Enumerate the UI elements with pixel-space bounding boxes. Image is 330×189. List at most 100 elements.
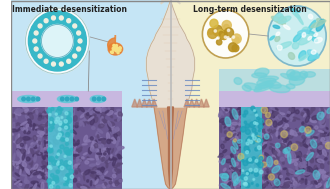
Circle shape: [247, 149, 250, 153]
Ellipse shape: [283, 149, 288, 154]
Ellipse shape: [278, 122, 282, 125]
Ellipse shape: [51, 132, 55, 136]
Circle shape: [221, 33, 227, 40]
Ellipse shape: [295, 171, 297, 173]
Ellipse shape: [94, 169, 97, 174]
Circle shape: [244, 111, 248, 114]
Ellipse shape: [48, 179, 53, 182]
Ellipse shape: [56, 140, 60, 145]
Ellipse shape: [54, 113, 59, 119]
Ellipse shape: [114, 185, 118, 186]
Ellipse shape: [112, 129, 116, 132]
Ellipse shape: [261, 110, 266, 112]
Ellipse shape: [60, 150, 63, 156]
Ellipse shape: [94, 117, 98, 123]
Ellipse shape: [75, 125, 78, 128]
Ellipse shape: [221, 159, 225, 165]
Ellipse shape: [294, 177, 298, 185]
Circle shape: [258, 130, 260, 132]
Circle shape: [53, 177, 59, 183]
Ellipse shape: [34, 124, 41, 129]
Ellipse shape: [300, 126, 305, 132]
Ellipse shape: [75, 170, 78, 173]
Ellipse shape: [266, 113, 271, 115]
Ellipse shape: [242, 150, 248, 154]
Ellipse shape: [283, 139, 289, 141]
Ellipse shape: [221, 159, 224, 162]
Circle shape: [214, 30, 216, 32]
Ellipse shape: [234, 180, 236, 188]
Ellipse shape: [259, 133, 263, 140]
Ellipse shape: [62, 178, 65, 181]
Circle shape: [60, 145, 64, 149]
Ellipse shape: [266, 170, 269, 171]
Text: Long-term desensitization: Long-term desensitization: [193, 5, 307, 14]
Ellipse shape: [88, 169, 90, 174]
Ellipse shape: [97, 174, 99, 176]
Ellipse shape: [59, 119, 62, 122]
Ellipse shape: [258, 119, 262, 123]
Ellipse shape: [108, 127, 110, 129]
Circle shape: [65, 125, 70, 130]
Polygon shape: [146, 0, 195, 107]
Ellipse shape: [300, 71, 308, 78]
Ellipse shape: [54, 170, 58, 172]
Ellipse shape: [276, 182, 280, 188]
Polygon shape: [189, 99, 195, 107]
Circle shape: [64, 126, 68, 129]
Circle shape: [63, 138, 65, 141]
Circle shape: [66, 118, 72, 124]
Ellipse shape: [309, 167, 314, 173]
Ellipse shape: [48, 122, 49, 123]
Circle shape: [112, 47, 115, 50]
Ellipse shape: [263, 183, 267, 186]
Ellipse shape: [24, 131, 26, 133]
Ellipse shape: [319, 180, 321, 183]
Ellipse shape: [284, 185, 289, 187]
Ellipse shape: [230, 166, 234, 170]
Ellipse shape: [313, 126, 317, 132]
Ellipse shape: [27, 170, 28, 172]
Ellipse shape: [305, 179, 307, 184]
Ellipse shape: [34, 164, 38, 169]
Ellipse shape: [292, 152, 294, 157]
Ellipse shape: [244, 167, 246, 170]
Ellipse shape: [118, 112, 122, 116]
Ellipse shape: [19, 183, 22, 185]
Ellipse shape: [76, 153, 80, 157]
Ellipse shape: [256, 133, 261, 135]
Ellipse shape: [50, 182, 53, 187]
Ellipse shape: [51, 160, 56, 166]
FancyBboxPatch shape: [219, 91, 330, 107]
Ellipse shape: [234, 157, 238, 160]
Circle shape: [232, 34, 241, 43]
Ellipse shape: [50, 182, 51, 186]
Ellipse shape: [64, 160, 67, 163]
Ellipse shape: [283, 136, 285, 139]
Ellipse shape: [325, 183, 326, 189]
Circle shape: [65, 150, 70, 155]
Ellipse shape: [277, 14, 283, 18]
Ellipse shape: [73, 143, 79, 145]
Ellipse shape: [61, 128, 66, 133]
Ellipse shape: [231, 146, 236, 153]
Ellipse shape: [310, 181, 316, 185]
Ellipse shape: [298, 153, 302, 157]
Ellipse shape: [58, 161, 63, 165]
Circle shape: [69, 184, 72, 187]
Ellipse shape: [318, 130, 323, 132]
Ellipse shape: [328, 162, 330, 164]
Ellipse shape: [233, 179, 238, 184]
Ellipse shape: [17, 152, 21, 156]
Ellipse shape: [88, 148, 92, 154]
Ellipse shape: [16, 126, 22, 132]
Ellipse shape: [316, 160, 319, 162]
Circle shape: [217, 30, 223, 36]
Ellipse shape: [47, 164, 50, 170]
Ellipse shape: [310, 150, 314, 152]
Circle shape: [114, 47, 116, 49]
Ellipse shape: [268, 135, 272, 139]
Ellipse shape: [117, 163, 120, 166]
Ellipse shape: [90, 179, 94, 184]
Ellipse shape: [52, 163, 55, 164]
